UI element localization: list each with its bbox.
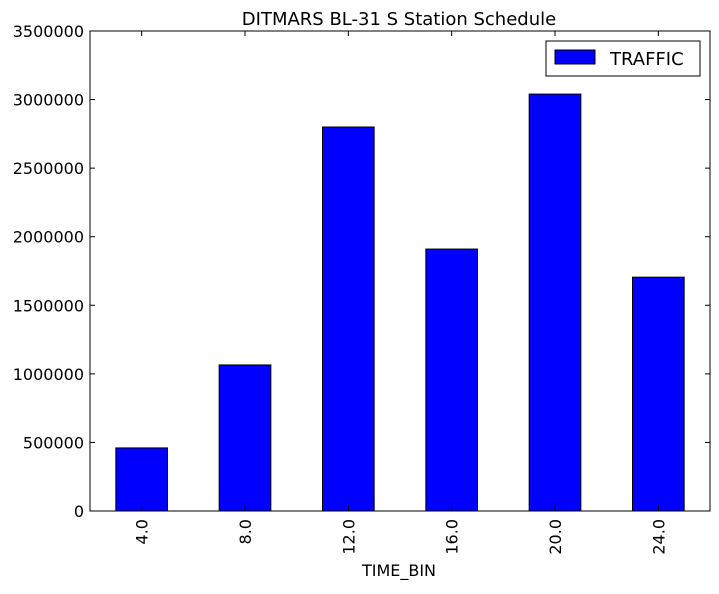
bar-20.0 (528, 93, 582, 512)
y-tick-label: 2000000 (13, 228, 84, 247)
plot-area-frame (89, 30, 711, 512)
bar-12.0 (322, 126, 375, 512)
bar-16.0 (425, 248, 478, 512)
y-tick-label: 500000 (23, 433, 84, 452)
legend-label-traffic: TRAFFIC (609, 49, 684, 70)
y-tick-label: 0 (74, 502, 84, 521)
x-tick-label: 4.0 (133, 519, 152, 544)
bar-24.0 (632, 276, 685, 512)
legend-swatch-traffic (554, 49, 596, 65)
y-tick-label: 2500000 (13, 159, 84, 178)
bar-8.0 (218, 364, 272, 512)
x-tick-label: 20.0 (546, 519, 565, 555)
y-tick-label: 1000000 (13, 365, 84, 384)
y-tick-label: 1500000 (13, 296, 84, 315)
x-tick-label: 8.0 (236, 519, 255, 544)
y-tick-label: 3000000 (13, 91, 84, 110)
bar-4.0 (115, 447, 168, 512)
chart-title: DITMARS BL-31 S Station Schedule (242, 9, 556, 30)
y-tick-label: 3500000 (13, 22, 84, 41)
x-axis-label: TIME_BIN (361, 561, 436, 581)
legend: TRAFFIC (545, 40, 701, 77)
x-tick-label: 24.0 (649, 519, 668, 555)
x-tick-label: 12.0 (339, 519, 358, 555)
x-tick-label: 16.0 (443, 519, 462, 555)
